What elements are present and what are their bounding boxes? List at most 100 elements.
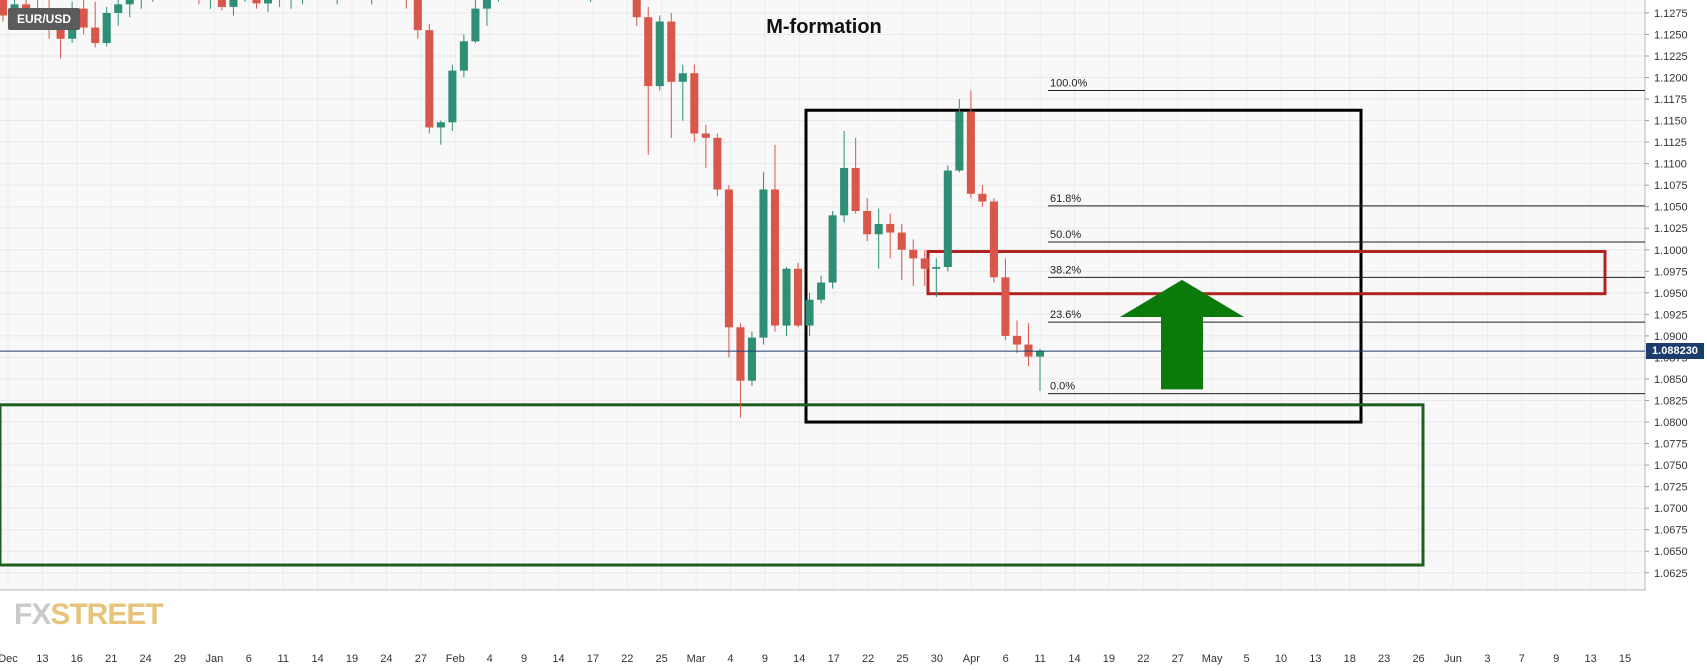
y-tick-label: 1.1175 <box>1654 94 1687 106</box>
x-tick-label: 10 <box>1275 653 1287 665</box>
x-tick-label: Jun <box>1444 653 1462 665</box>
x-tick-label: 6 <box>246 653 252 665</box>
symbol-badge[interactable]: EUR/USD <box>8 8 81 30</box>
fib-level-label: 38.2% <box>1050 264 1081 276</box>
y-tick-label: 1.1150 <box>1654 116 1687 128</box>
candle-body <box>724 189 733 328</box>
x-tick-label: May <box>1202 653 1223 665</box>
candle-body <box>471 8 480 42</box>
candle-body <box>736 327 745 381</box>
x-tick-label: 24 <box>380 653 392 665</box>
candle-body <box>989 201 998 278</box>
candle-body <box>782 268 791 326</box>
candle-body <box>690 73 699 134</box>
fib-level-label: 23.6% <box>1050 309 1081 321</box>
x-tick-label: 24 <box>139 653 151 665</box>
candle-body <box>1012 335 1021 345</box>
candle-body <box>413 0 422 31</box>
candle-body <box>770 189 780 326</box>
time-axis-background <box>0 590 1707 671</box>
y-tick-label: 1.1000 <box>1654 245 1688 257</box>
x-tick-label: 14 <box>312 653 324 665</box>
x-tick-label: 7 <box>1519 653 1525 665</box>
x-tick-label: 14 <box>793 653 805 665</box>
candle-body <box>840 167 849 216</box>
candle-body <box>252 0 261 4</box>
x-tick-label: 25 <box>896 653 908 665</box>
x-tick-label: 18 <box>1344 653 1356 665</box>
y-tick-label: 1.0900 <box>1654 331 1688 343</box>
x-tick-label: 5 <box>1243 653 1249 665</box>
y-tick-label: 1.0675 <box>1654 525 1688 537</box>
x-tick-label: 13 <box>1309 653 1321 665</box>
y-tick-label: 1.0700 <box>1654 503 1688 515</box>
candle-body <box>482 0 491 9</box>
y-tick-label: 1.1200 <box>1654 73 1688 85</box>
y-tick-label: 1.0975 <box>1654 266 1688 278</box>
candle-body <box>713 137 722 190</box>
candle-body <box>828 215 837 283</box>
y-tick-label: 1.0650 <box>1654 546 1688 558</box>
candle-body <box>874 223 883 235</box>
candle-body <box>978 193 987 202</box>
y-tick-label: 1.0925 <box>1654 309 1688 321</box>
x-tick-label: 13 <box>36 653 48 665</box>
fib-level-label: 50.0% <box>1050 229 1081 241</box>
x-tick-label: Apr <box>963 653 980 665</box>
candle-body <box>217 0 226 7</box>
y-tick-label: 1.1275 <box>1654 8 1688 20</box>
x-tick-label: 26 <box>1412 653 1424 665</box>
x-tick-label: 15 <box>1619 653 1631 665</box>
y-tick-label: 1.1125 <box>1654 137 1687 149</box>
y-tick-label: 1.1075 <box>1654 180 1688 192</box>
support-box <box>0 403 1425 567</box>
candle-body <box>932 267 941 269</box>
y-tick-label: 1.1050 <box>1654 202 1688 214</box>
candle-body <box>1001 277 1010 336</box>
candle-body <box>1035 351 1045 357</box>
candle-body <box>229 0 238 7</box>
x-tick-label: 22 <box>621 653 633 665</box>
y-tick-label: 1.0725 <box>1654 482 1688 494</box>
y-tick-label: 1.1225 <box>1654 51 1688 63</box>
resistance-box <box>926 250 1607 296</box>
candle-body <box>909 249 918 259</box>
candle-body <box>263 0 273 4</box>
candle-body <box>114 4 123 13</box>
candle-body <box>459 41 468 71</box>
candle-body <box>125 0 134 5</box>
candle-body <box>955 111 964 171</box>
last-price-tag: 1.088230 <box>1646 343 1704 360</box>
candle-body <box>805 299 814 326</box>
x-tick-label: 27 <box>1172 653 1184 665</box>
fxstreet-logo: FXSTREET <box>14 598 164 631</box>
candle-body <box>851 167 860 212</box>
fib-level-label: 100.0% <box>1050 77 1088 89</box>
x-tick-label: 19 <box>1103 653 1115 665</box>
candle-body <box>91 27 100 44</box>
x-tick-label: 6 <box>1003 653 1009 665</box>
x-tick-label: 11 <box>278 653 289 665</box>
candle-body <box>632 0 641 18</box>
x-tick-label: 13 <box>1584 653 1596 665</box>
y-tick-label: 1.0750 <box>1654 460 1688 472</box>
candle-body <box>448 70 457 123</box>
y-tick-label: 1.0775 <box>1654 439 1688 451</box>
candle-body <box>678 73 687 82</box>
candle-body <box>667 21 676 82</box>
x-tick-label: 4 <box>727 653 733 665</box>
candle-body <box>943 170 952 268</box>
x-tick-label: 17 <box>828 653 840 665</box>
candle-body <box>102 12 111 44</box>
candle-body <box>22 4 31 11</box>
x-tick-label: 22 <box>1137 653 1149 665</box>
candle-body <box>794 268 803 326</box>
x-tick-label: Feb <box>446 653 465 665</box>
x-tick-label: 22 <box>862 653 874 665</box>
candle-body <box>966 111 975 194</box>
candle-body <box>863 211 872 235</box>
x-tick-label: 25 <box>656 653 668 665</box>
x-tick-label: 30 <box>931 653 943 665</box>
fib-level-label: 61.8% <box>1050 193 1081 205</box>
